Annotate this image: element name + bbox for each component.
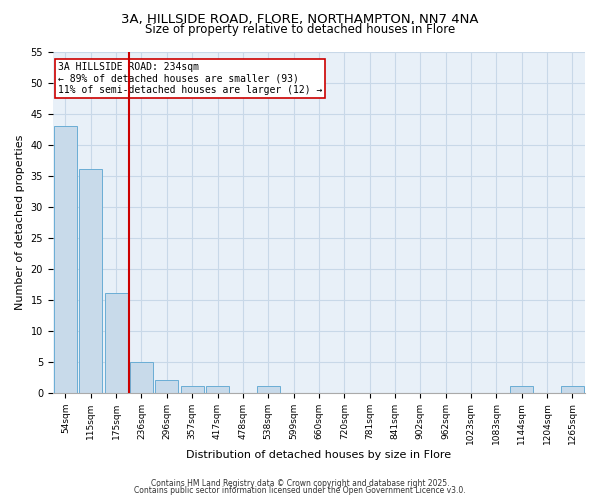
Text: Contains public sector information licensed under the Open Government Licence v3: Contains public sector information licen… — [134, 486, 466, 495]
Bar — [257, 386, 280, 392]
Bar — [79, 170, 102, 392]
Text: 3A HILLSIDE ROAD: 234sqm
← 89% of detached houses are smaller (93)
11% of semi-d: 3A HILLSIDE ROAD: 234sqm ← 89% of detach… — [58, 62, 322, 95]
Bar — [561, 386, 584, 392]
Y-axis label: Number of detached properties: Number of detached properties — [15, 134, 25, 310]
Text: Size of property relative to detached houses in Flore: Size of property relative to detached ho… — [145, 22, 455, 36]
Bar — [130, 362, 153, 392]
Bar — [206, 386, 229, 392]
Bar — [155, 380, 178, 392]
Bar — [105, 294, 128, 392]
Bar — [54, 126, 77, 392]
X-axis label: Distribution of detached houses by size in Flore: Distribution of detached houses by size … — [187, 450, 451, 460]
Text: Contains HM Land Registry data © Crown copyright and database right 2025.: Contains HM Land Registry data © Crown c… — [151, 478, 449, 488]
Text: 3A, HILLSIDE ROAD, FLORE, NORTHAMPTON, NN7 4NA: 3A, HILLSIDE ROAD, FLORE, NORTHAMPTON, N… — [121, 12, 479, 26]
Bar — [181, 386, 203, 392]
Bar — [510, 386, 533, 392]
